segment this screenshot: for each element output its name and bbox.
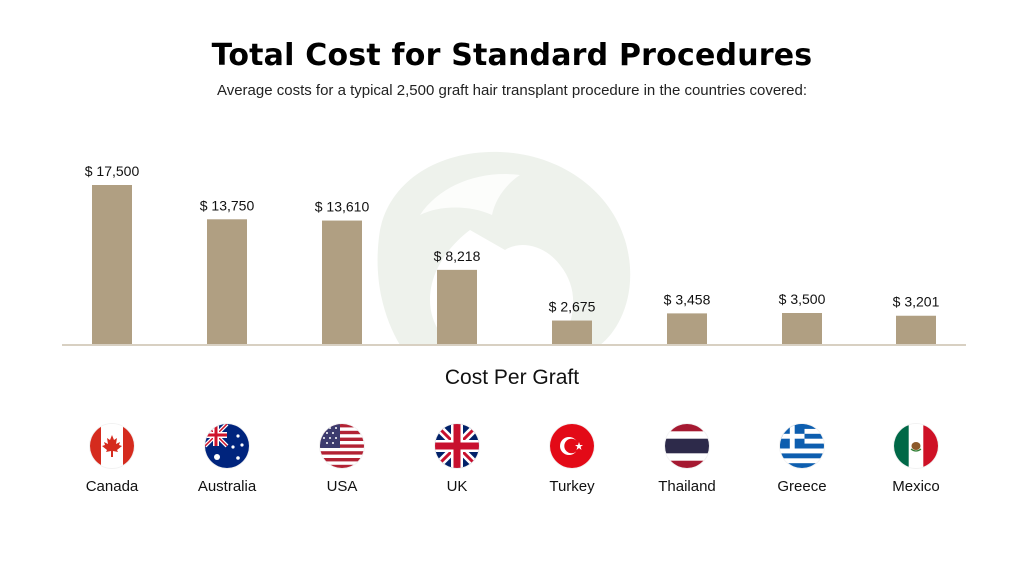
country-name: Canada <box>85 478 139 495</box>
country-name: Australia <box>197 478 257 495</box>
country-legend-row: Canada Australia USA UK Turkey Thailand Greece… <box>0 420 1024 510</box>
country-name: Turkey <box>549 478 595 495</box>
country-name: UK <box>446 478 468 495</box>
bar-australia <box>207 219 247 345</box>
country-name: Thailand <box>658 478 716 495</box>
x-axis-title: Cost Per Graft <box>444 366 580 389</box>
data-label-turkey: $ 2,675 <box>549 299 596 315</box>
chart-title: Total Cost for Standard Procedures <box>211 38 813 73</box>
country-australia: Australia <box>177 420 277 495</box>
country-mexico: Mexico <box>866 420 966 495</box>
country-name: Mexico <box>892 478 940 495</box>
bar-mexico <box>896 315 936 345</box>
bar-uk <box>437 269 477 345</box>
data-label-thailand: $ 3,458 <box>664 291 711 307</box>
thailand-flag-icon <box>665 424 709 468</box>
data-label-greece: $ 3,500 <box>779 291 826 307</box>
data-label-usa: $ 13,610 <box>315 199 370 215</box>
australia-flag-icon <box>205 424 249 468</box>
bar-turkey <box>552 320 592 345</box>
greece-flag-icon <box>780 424 824 468</box>
bar-canada <box>92 185 132 345</box>
mexico-flag-icon <box>894 424 938 468</box>
uk-flag-icon <box>435 424 479 468</box>
canada-flag-icon <box>90 424 134 468</box>
country-greece: Greece <box>752 420 852 495</box>
turkey-flag-icon <box>550 424 594 468</box>
country-canada: Canada <box>62 420 162 495</box>
data-label-mexico: $ 3,201 <box>893 294 940 310</box>
country-name: Greece <box>777 478 827 495</box>
usa-flag-icon <box>320 424 364 468</box>
data-label-canada: $ 17,500 <box>85 163 140 179</box>
bar-usa <box>322 220 362 345</box>
data-label-uk: $ 8,218 <box>434 248 481 264</box>
country-usa: USA <box>292 420 392 495</box>
country-thailand: Thailand <box>637 420 737 495</box>
bar-greece <box>782 313 822 345</box>
bar-thailand <box>667 313 707 345</box>
country-turkey: Turkey <box>522 420 622 495</box>
chart-subtitle: Average costs for a typical 2,500 graft … <box>216 82 808 99</box>
country-name: USA <box>326 478 358 495</box>
lion-watermark-icon <box>377 151 631 345</box>
country-uk: UK <box>407 420 507 495</box>
data-label-australia: $ 13,750 <box>200 197 255 213</box>
